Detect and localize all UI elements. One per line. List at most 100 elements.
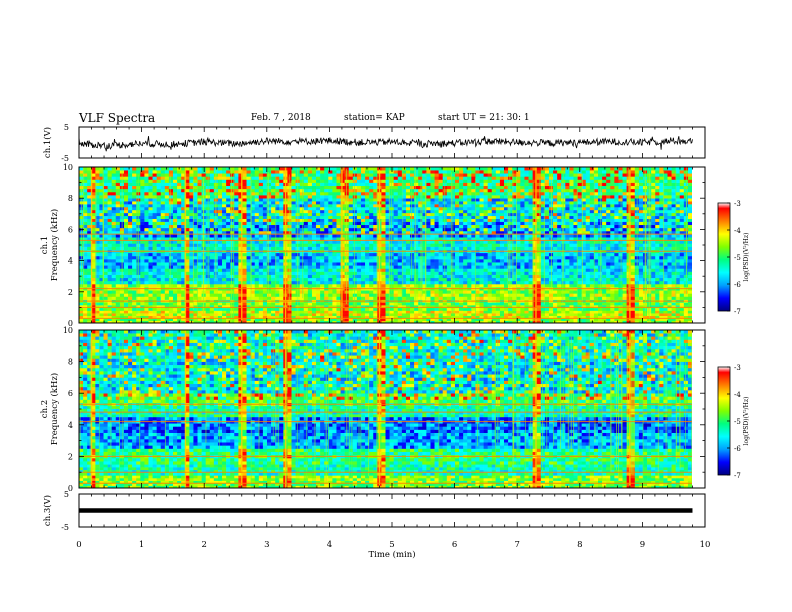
ch1-spectrogram-cell <box>91 237 96 241</box>
ch1-spectrogram-cell <box>365 310 370 314</box>
ch1-spectrogram-cell <box>373 310 378 314</box>
station-label: station= KAP <box>344 113 405 123</box>
ch1-spectrogram-cell <box>95 293 100 297</box>
ch1-spectrogram-cell <box>573 246 578 250</box>
ch1-spectrogram-cell <box>87 302 92 306</box>
ch1-spectrogram-cell <box>585 227 591 232</box>
ch1-spectrogram-cell <box>638 265 644 269</box>
ch1-spectrogram-cell <box>320 243 325 247</box>
ch1-spectrogram-cell <box>606 224 611 229</box>
ch1-spectrogram-cell <box>410 240 415 244</box>
ch1-spectrogram-cell <box>467 305 472 309</box>
ch1-spectrogram-cell <box>181 274 186 279</box>
ch1-spectrogram-cell <box>324 284 329 288</box>
ch1-spectrogram-cell <box>655 318 660 321</box>
ch1-spectrogram-cell <box>373 315 378 319</box>
ch1-spectrogram-cell <box>99 274 104 279</box>
ch1-spectrogram-cell <box>487 230 493 235</box>
ch1-spectrogram-cell <box>418 227 423 232</box>
ch1-spectrogram-cell <box>504 255 509 260</box>
ch1-spectrogram-cell <box>397 255 403 260</box>
ch1-spectrogram-cell <box>177 259 182 263</box>
ch1-spectrogram-cell <box>667 227 672 232</box>
ch1-spectrogram-cell <box>226 227 231 232</box>
ch1-spectrogram-cell <box>177 284 182 288</box>
ch1-spectrogram-cell <box>532 252 538 257</box>
ch1-spectrogram-cell <box>160 234 166 238</box>
ch1-spectrogram-cell <box>172 221 178 226</box>
ch1-spectrogram-cell <box>475 315 480 319</box>
ch1-spectrogram-cell <box>320 246 325 250</box>
ch1-spectrogram-cell <box>328 262 333 266</box>
ch1-spectrogram-cell <box>365 243 370 247</box>
ch1-spectrogram-cell <box>222 255 227 260</box>
ch1-spectrogram-cell <box>638 255 644 260</box>
ch1-spectrogram-cell <box>275 252 280 257</box>
ch1-spectrogram-cell <box>418 315 423 319</box>
ch1-spectrogram-cell <box>160 224 166 229</box>
ch1-spectrogram-cell <box>397 313 403 317</box>
ch1-spectrogram-cell <box>360 302 366 306</box>
ch1-spectrogram-cell <box>262 243 268 247</box>
ch1-spectrogram-cell <box>614 271 619 275</box>
ch1-spectrogram-cell <box>266 234 272 238</box>
ch1-spectrogram-cell <box>311 305 317 309</box>
ch1-spectrogram-cell <box>414 237 419 241</box>
ch1-spectrogram-cell <box>172 237 178 241</box>
ch1-spectrogram-cell <box>226 313 231 317</box>
ch1-spectrogram-cell <box>426 271 431 275</box>
ch1-spectrogram-cell <box>140 259 145 263</box>
ch1-spectrogram-cell <box>638 313 644 317</box>
ch1-spectrogram-cell <box>446 268 452 272</box>
ch1-spectrogram-cell <box>160 221 166 226</box>
ch1-spectrogram-cell <box>516 274 521 279</box>
ch1-spectrogram-cell <box>311 290 317 294</box>
start-time-label: start UT = 21: 30: 1 <box>438 113 530 123</box>
ch1-spectrogram-cell <box>185 243 190 247</box>
ch1-spectrogram-cell <box>610 313 615 317</box>
ch1-spectrogram-cell <box>279 259 284 263</box>
ch1-spectrogram-cell <box>459 284 464 288</box>
ch1-spectrogram-cell <box>467 315 472 319</box>
ch1-spectrogram-cell <box>626 234 631 238</box>
ch1-spectrogram-cell <box>156 268 162 272</box>
date-label: Feb. 7 , 2018 <box>251 113 311 123</box>
ch1-spectrogram-cell <box>365 307 370 311</box>
ch1-spectrogram-cell <box>491 230 497 235</box>
ch1-spectrogram-cell <box>499 240 505 244</box>
ch1-spectrogram-cell <box>172 240 178 244</box>
ch1-spectrogram-cell <box>271 237 276 241</box>
ch1-spectrogram-cell <box>360 237 366 241</box>
ch1-spectrogram-cell <box>275 293 280 297</box>
ch1-spectrogram-cell <box>381 255 386 260</box>
ch1-spectrogram-cell <box>217 274 223 279</box>
ch1-spectrogram-cell <box>577 274 582 279</box>
ch1-spectrogram-cell <box>585 320 591 324</box>
ch1-spectrogram-cell <box>585 293 591 297</box>
ch1-spectrogram-cell <box>365 296 370 300</box>
ch1-spectrogram-cell <box>103 259 108 263</box>
ch1-spectrogram-cell <box>181 296 186 300</box>
ch1-spectrogram-cell <box>217 310 223 314</box>
ch1-spectrogram-cell <box>553 305 558 309</box>
ch1-spectrogram-cell <box>258 230 264 235</box>
ch1-spectrogram-cell <box>209 313 215 317</box>
ch1-spectrogram-cell <box>544 237 550 241</box>
ch1-spectrogram-cell <box>152 274 157 279</box>
ch1-spectrogram-cell <box>83 271 88 275</box>
ch1-spectrogram-cell <box>438 315 444 319</box>
ch1-spectrogram-cell <box>475 280 480 285</box>
ch1-spectrogram-cell <box>107 318 112 321</box>
ch1-spectrogram-cell <box>655 284 660 288</box>
ch1-spectrogram-cell <box>589 240 595 244</box>
ch1-spectrogram-cell <box>279 271 284 275</box>
ch1-spectrogram-cell <box>414 293 419 297</box>
ch1-spectrogram-cell <box>172 246 178 250</box>
ch1-spectrogram-cell <box>626 268 631 272</box>
ch1-spectrogram-cell <box>299 246 305 250</box>
ch1-spectrogram-cell <box>565 293 570 297</box>
ch1-spectrogram-cell <box>266 262 272 266</box>
ch1-spectrogram-cell <box>148 230 153 235</box>
ch1-spectrogram-cell <box>271 310 276 314</box>
ch1-spectrogram-cell <box>536 271 542 275</box>
